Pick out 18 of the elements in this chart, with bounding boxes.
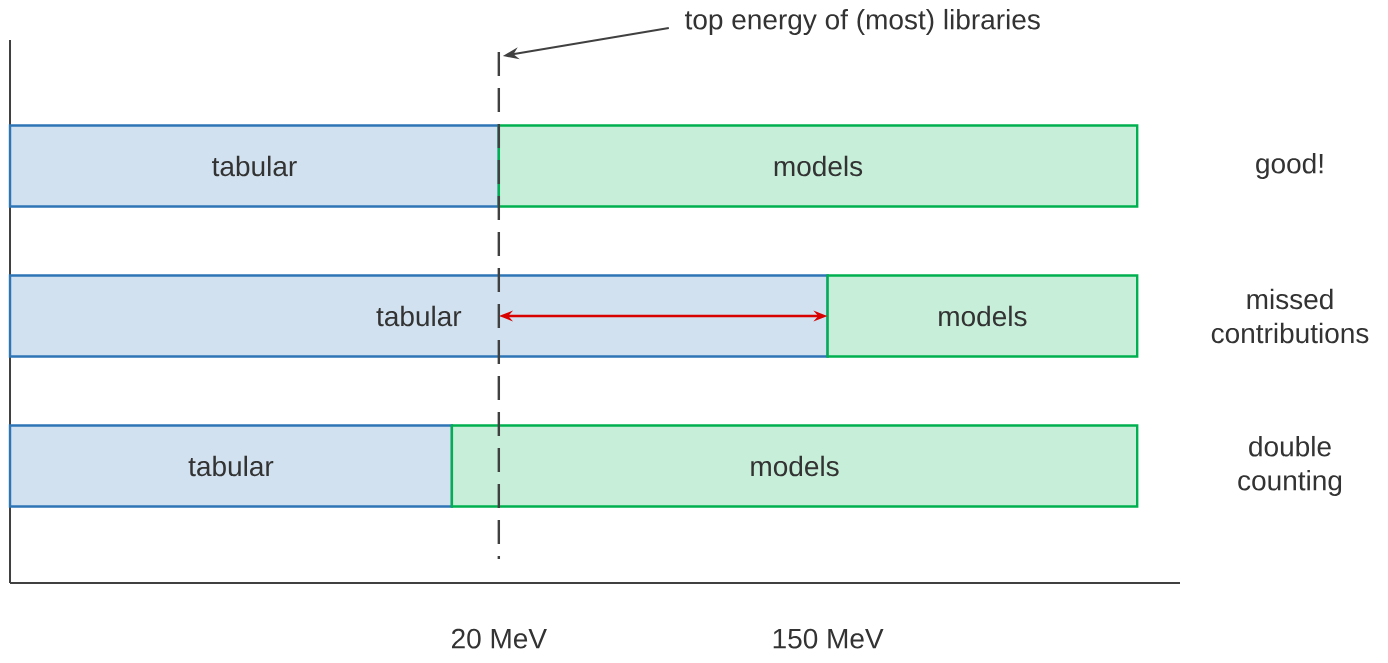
- text: tabular: [376, 305, 462, 327]
- series-label: models: [751, 455, 839, 477]
- bar: [497, 124, 1139, 208]
- y-tick-label: missed contributions: [1211, 288, 1369, 344]
- bar: [450, 424, 1139, 508]
- bar: [8, 274, 829, 358]
- y-tick-label: good!: [1256, 152, 1323, 180]
- x-tick-label: 150 MeV: [773, 628, 884, 649]
- bar: [8, 424, 454, 508]
- x-tick-label: 20 MeV: [451, 628, 547, 649]
- y-tick-label: double counting: [1238, 435, 1342, 497]
- series-label: tabular: [188, 455, 274, 477]
- bar: [8, 124, 501, 208]
- text: models: [774, 155, 863, 177]
- bar: [826, 274, 1139, 358]
- text: models: [939, 305, 1027, 327]
- text: tabular: [212, 155, 297, 177]
- text: top energy of (most) libraries: [685, 8, 1040, 36]
